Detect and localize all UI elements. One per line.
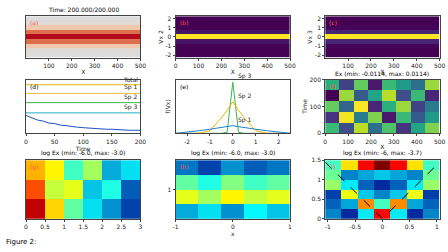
svg-text:Time: Time (75, 145, 91, 152)
svg-text:300: 300 (388, 62, 400, 69)
svg-text:Sp 3: Sp 3 (124, 103, 138, 111)
svg-text:400: 400 (261, 62, 273, 69)
svg-text:100: 100 (193, 62, 205, 69)
svg-text:-1: -1 (165, 42, 171, 49)
svg-text:-1: -1 (325, 223, 331, 230)
svg-text:0: 0 (317, 33, 321, 40)
svg-text:-1: -1 (315, 42, 321, 49)
svg-text:0.5: 0.5 (405, 223, 415, 230)
svg-text:100: 100 (77, 138, 89, 145)
svg-text:log Ex (min: -6, max: -3.7): log Ex (min: -6, max: -3.7) (343, 149, 422, 157)
svg-text:X: X (231, 68, 235, 75)
svg-text:log Ex (min: -6.0, max: -3.0): log Ex (min: -6.0, max: -3.0) (41, 149, 125, 157)
svg-text:200: 200 (310, 76, 322, 83)
svg-text:(c): (c) (329, 19, 337, 26)
svg-text:150: 150 (106, 138, 118, 145)
svg-text:Time: 200.000/200.000: Time: 200.000/200.000 (48, 6, 119, 13)
svg-text:Sp 2: Sp 2 (124, 93, 138, 101)
svg-text:0: 0 (317, 215, 321, 222)
svg-text:0.5: 0.5 (40, 223, 50, 230)
svg-text:200: 200 (365, 62, 377, 69)
svg-text:1: 1 (317, 176, 321, 183)
svg-text:200: 200 (66, 62, 78, 69)
svg-text:400: 400 (411, 138, 423, 145)
svg-text:1: 1 (317, 24, 321, 31)
svg-text:200: 200 (365, 138, 377, 145)
svg-text:0: 0 (174, 62, 178, 69)
svg-text:500: 500 (284, 62, 296, 69)
svg-text:0: 0 (380, 223, 384, 230)
svg-text:Time: Time (301, 99, 308, 115)
svg-text:-1: -1 (173, 223, 179, 230)
svg-text:X: X (81, 68, 85, 75)
svg-text:log Ex (min: -6.0, max: -3.0): log Ex (min: -6.0, max: -3.0) (191, 149, 275, 157)
svg-text:2: 2 (317, 15, 321, 22)
svg-text:Figure 2:: Figure 2: (6, 238, 36, 246)
svg-text:100: 100 (342, 138, 354, 145)
svg-text:3: 3 (138, 223, 142, 230)
svg-text:0: 0 (231, 223, 235, 230)
svg-text:Sp 1: Sp 1 (124, 83, 138, 91)
svg-text:-2: -2 (165, 51, 171, 58)
svg-text:0: 0 (24, 138, 28, 145)
svg-text:(g): (g) (30, 163, 39, 171)
svg-text:X: X (380, 68, 384, 75)
svg-text:2: 2 (277, 138, 281, 145)
svg-text:Total: Total (123, 76, 138, 83)
svg-text:2: 2 (168, 15, 172, 22)
svg-text:1.5: 1.5 (311, 156, 321, 163)
svg-text:400: 400 (112, 62, 124, 69)
svg-text:100: 100 (310, 103, 322, 110)
svg-text:Sp 3: Sp 3 (238, 72, 252, 80)
svg-text:0: 0 (231, 138, 235, 145)
svg-text:0: 0 (168, 33, 172, 40)
svg-text:0.5: 0.5 (311, 195, 321, 202)
svg-text:400: 400 (411, 62, 423, 69)
svg-text:300: 300 (388, 138, 400, 145)
svg-text:(a): (a) (30, 19, 38, 26)
svg-text:(e): (e) (180, 83, 188, 90)
svg-text:(b): (b) (180, 19, 189, 26)
svg-text:Vx 3: Vx 3 (306, 30, 313, 44)
svg-text:-2: -2 (315, 51, 321, 58)
svg-text:100: 100 (43, 62, 55, 69)
svg-text:X: X (380, 143, 384, 150)
svg-text:50: 50 (51, 138, 59, 145)
svg-text:Ex (min: -0.0114, max: 0.0114): Ex (min: -0.0114, max: 0.0114) (335, 70, 429, 77)
svg-text:200: 200 (216, 62, 228, 69)
svg-text:x: x (231, 230, 235, 237)
svg-text:1: 1 (62, 223, 66, 230)
svg-text:0: 0 (323, 138, 327, 145)
svg-text:(h): (h) (180, 163, 188, 170)
svg-text:2.5: 2.5 (117, 223, 127, 230)
svg-text:-0.5: -0.5 (349, 223, 361, 230)
svg-text:0: 0 (317, 129, 321, 136)
svg-text:-1: -1 (207, 138, 213, 145)
svg-text:f(Vx): f(Vx) (164, 99, 171, 113)
svg-text:500: 500 (434, 138, 446, 145)
svg-text:2: 2 (100, 223, 104, 230)
svg-text:1: 1 (435, 223, 439, 230)
svg-text:500: 500 (135, 62, 147, 69)
svg-text:1: 1 (254, 138, 258, 145)
svg-text:(f): (f) (329, 83, 336, 90)
svg-text:200: 200 (135, 138, 147, 145)
svg-text:Vx 2: Vx 2 (157, 30, 164, 44)
svg-text:300: 300 (89, 62, 101, 69)
svg-text:-2: -2 (184, 138, 190, 145)
svg-text:100: 100 (342, 62, 354, 69)
svg-text:1.5: 1.5 (78, 223, 88, 230)
svg-text:Sp 1: Sp 1 (238, 116, 252, 124)
svg-text:(d): (d) (30, 83, 39, 90)
svg-text:300: 300 (239, 62, 251, 69)
svg-text:0: 0 (24, 223, 28, 230)
svg-text:(i): (i) (329, 163, 335, 170)
svg-text:1: 1 (288, 223, 292, 230)
svg-text:Sp 2: Sp 2 (238, 92, 252, 100)
svg-text:1: 1 (168, 186, 172, 193)
svg-text:1: 1 (168, 24, 172, 31)
svg-text:500: 500 (434, 62, 446, 69)
